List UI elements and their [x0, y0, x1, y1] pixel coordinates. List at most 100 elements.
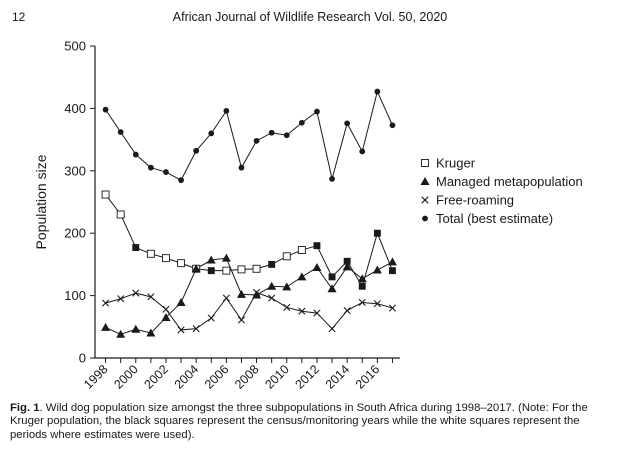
y-tick-label: 100	[64, 288, 86, 303]
chart-legend: Kruger Managed metapopulation Free-roaming…	[420, 156, 583, 226]
data-point-total-best-estimate	[314, 108, 320, 115]
data-point-kruger	[328, 273, 336, 281]
data-point-managed-metapopulation	[161, 312, 171, 321]
y-tick-label: 500	[64, 39, 86, 54]
data-point-free-roaming	[237, 316, 246, 324]
data-point-kruger	[207, 267, 215, 275]
x-tick-label: 2008	[232, 362, 262, 392]
data-point-free-roaming	[192, 325, 200, 333]
data-point-kruger	[358, 282, 366, 290]
data-point-free-roaming	[101, 299, 110, 307]
data-point-free-roaming	[147, 293, 155, 301]
x-tick-label: 2010	[262, 362, 292, 392]
data-point-free-roaming	[252, 288, 261, 297]
data-point-free-roaming	[298, 307, 306, 315]
data-point-total-best-estimate	[374, 88, 381, 95]
data-point-kruger	[132, 244, 140, 252]
data-point-kruger	[237, 265, 246, 274]
data-point-managed-metapopulation	[131, 324, 141, 333]
data-point-total-best-estimate	[178, 177, 184, 184]
legend-label-free-roaming: Free-roaming	[436, 193, 514, 208]
data-point-free-roaming	[132, 289, 140, 297]
data-point-total-best-estimate	[253, 137, 260, 144]
x-tick-label: 1998	[81, 362, 111, 392]
data-point-total-best-estimate	[132, 151, 139, 158]
data-point-managed-metapopulation	[387, 257, 397, 266]
data-point-managed-metapopulation	[297, 272, 307, 281]
data-point-managed-metapopulation	[191, 264, 201, 273]
data-point-managed-metapopulation	[101, 322, 111, 331]
data-point-free-roaming	[373, 300, 381, 308]
series-lines	[105, 90, 393, 335]
y-tick-label: 300	[64, 163, 86, 178]
caption-text: . Wild dog population size amongst the t…	[10, 402, 588, 441]
x-tick-label: 2004	[172, 362, 202, 392]
x-tick-label: 2016	[353, 362, 383, 392]
data-point-free-roaming	[177, 326, 185, 334]
data-point-kruger	[268, 260, 276, 268]
data-point-total-best-estimate	[329, 176, 335, 182]
data-point-total-best-estimate	[147, 164, 154, 171]
page-number: 12	[12, 10, 26, 24]
data-point-free-roaming	[343, 306, 351, 315]
data-point-managed-metapopulation	[312, 263, 322, 272]
data-point-free-roaming	[162, 305, 170, 313]
data-point-kruger	[101, 190, 110, 199]
data-point-total-best-estimate	[102, 106, 109, 113]
data-point-free-roaming	[117, 295, 125, 303]
data-point-kruger	[282, 252, 291, 261]
legend-label-kruger: Kruger	[436, 156, 476, 171]
chart-axes: 0 100 200 300 400 500 1998 2000 2002 2004 2006 2008…	[33, 39, 400, 392]
caption-label: Fig. 1	[10, 402, 40, 414]
data-point-kruger	[116, 210, 125, 219]
data-point-kruger	[389, 267, 396, 275]
legend-marker-kruger	[421, 159, 429, 167]
data-point-free-roaming	[358, 298, 366, 307]
data-point-kruger	[297, 246, 306, 254]
series-line-managed-metapopulation	[105, 257, 393, 335]
data-point-managed-metapopulation	[116, 329, 126, 338]
figure-caption: Fig. 1. Wild dog population size amongst…	[10, 402, 612, 442]
data-point-total-best-estimate	[268, 129, 275, 136]
y-tick-label: 0	[79, 351, 86, 366]
series-line-free-roaming	[105, 291, 393, 331]
journal-header: African Journal of Wildlife Research Vol…	[172, 10, 448, 24]
data-point-managed-metapopulation	[282, 282, 292, 291]
data-point-total-best-estimate	[163, 169, 169, 175]
x-tick-label: 2000	[111, 362, 141, 392]
data-point-free-roaming	[328, 325, 336, 333]
data-point-total-best-estimate	[223, 107, 230, 114]
data-point-free-roaming	[283, 303, 291, 312]
data-point-total-best-estimate	[238, 164, 245, 171]
data-point-kruger	[162, 254, 170, 263]
data-point-kruger	[177, 259, 186, 268]
data-point-managed-metapopulation	[206, 255, 216, 264]
data-point-free-roaming	[313, 309, 321, 317]
data-point-total-best-estimate	[208, 130, 215, 137]
x-tick-label: 2006	[202, 362, 232, 392]
data-point-total-best-estimate	[298, 119, 305, 126]
data-point-managed-metapopulation	[267, 281, 277, 290]
data-point-kruger	[313, 242, 321, 250]
data-point-managed-metapopulation	[146, 328, 156, 337]
data-point-kruger	[146, 249, 155, 258]
data-point-free-roaming	[388, 304, 397, 312]
legend-label-total-best-estimate: Total (best estimate)	[436, 211, 553, 226]
data-point-total-best-estimate	[359, 148, 366, 155]
y-tick-label: 400	[64, 101, 86, 116]
data-point-managed-metapopulation	[372, 265, 382, 274]
legend-marker-free-roaming	[421, 196, 429, 204]
y-tick-label: 200	[64, 226, 86, 241]
data-point-free-roaming	[222, 294, 230, 302]
data-point-total-best-estimate	[193, 147, 200, 154]
legend-label-managed-metapopulation: Managed metapopulation	[436, 174, 583, 189]
data-point-total-best-estimate	[344, 120, 351, 127]
data-point-managed-metapopulation	[176, 297, 186, 306]
data-point-total-best-estimate	[117, 129, 124, 136]
population-chart: 0 100 200 300 400 500 1998 2000 2002 2004 2006 2008…	[33, 39, 583, 392]
data-point-total-best-estimate	[283, 132, 290, 139]
data-point-managed-metapopulation	[357, 274, 367, 283]
series-line-kruger	[105, 194, 393, 288]
data-point-managed-metapopulation	[327, 284, 337, 293]
data-point-managed-metapopulation	[221, 253, 231, 262]
